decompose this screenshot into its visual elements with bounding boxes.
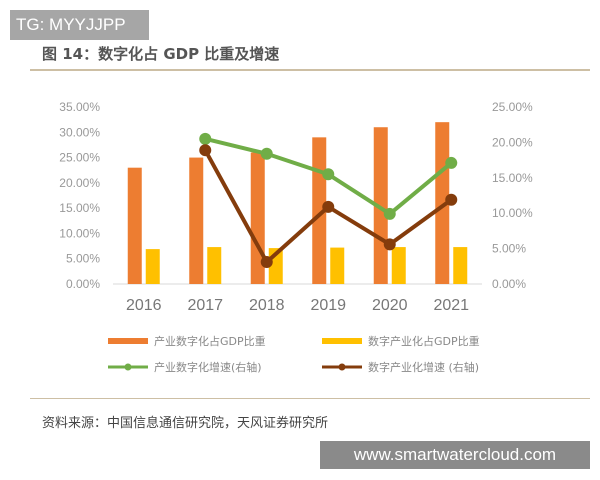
- left-axis-tick: 35.00%: [59, 100, 100, 114]
- line-point: [445, 156, 458, 169]
- watermark-bottom: www.smartwatercloud.com: [320, 441, 590, 469]
- source-note: 资料来源：中国信息通信研究院，天风证券研究所: [42, 416, 329, 431]
- line-point: [199, 132, 212, 145]
- source-divider: [30, 398, 590, 399]
- line-point: [260, 256, 273, 269]
- left-axis-tick: 25.00%: [59, 151, 100, 165]
- bar-digital-industrialization: [391, 247, 406, 284]
- legend-swatch: [108, 338, 148, 344]
- line-point: [199, 144, 212, 157]
- right-axis-tick: 5.00%: [492, 242, 526, 256]
- bar-digital-industrialization: [453, 247, 468, 284]
- line-point: [322, 168, 335, 181]
- x-axis-tick: 2016: [126, 297, 162, 314]
- left-axis-tick: 10.00%: [59, 226, 100, 240]
- line-point: [260, 147, 273, 160]
- left-axis-tick: 5.00%: [66, 252, 100, 266]
- left-axis-tick: 15.00%: [59, 201, 100, 215]
- bar-digital-industrialization: [330, 247, 345, 284]
- x-axis-tick: 2021: [433, 297, 469, 314]
- chart: 0.00% 5.00% 10.00% 15.00% 20.00% 25.00% 30.00%…: [59, 100, 533, 374]
- left-axis-tick: 0.00%: [66, 277, 100, 291]
- x-axis-tick: 2018: [249, 297, 285, 314]
- legend-label: 产业数字化占GDP比重: [154, 334, 266, 348]
- bar-digital-industrialization: [207, 247, 222, 284]
- bar-industrial-digitalization: [127, 167, 142, 284]
- left-axis-tick: 20.00%: [59, 176, 100, 190]
- watermark-top: TG: MYYJJPP: [10, 10, 149, 40]
- chart-title: 图 14：数字化占 GDP 比重及增速: [42, 45, 280, 63]
- right-axis-tick: 0.00%: [492, 277, 526, 291]
- x-axis-tick: 2019: [310, 297, 346, 314]
- legend-marker: [124, 363, 132, 371]
- line-point: [383, 207, 396, 220]
- right-axis-tick: 20.00%: [492, 135, 533, 149]
- left-axis-tick: 30.00%: [59, 125, 100, 139]
- legend-label: 数字产业化增速 (右轴): [368, 360, 479, 374]
- legend-swatch: [322, 338, 362, 344]
- line-point: [322, 200, 335, 213]
- title-divider: [30, 69, 590, 71]
- x-axis-tick: 2017: [187, 297, 223, 314]
- legend-marker: [338, 363, 346, 371]
- right-axis-tick: 25.00%: [492, 100, 533, 114]
- bar-industrial-digitalization: [189, 157, 204, 284]
- legend-label: 产业数字化增速(右轴): [154, 360, 262, 374]
- legend-label: 数字产业化占GDP比重: [368, 334, 480, 348]
- line-point: [383, 238, 396, 251]
- right-axis-tick: 10.00%: [492, 206, 533, 220]
- bar-digital-industrialization: [145, 249, 160, 284]
- x-axis-tick: 2020: [372, 297, 408, 314]
- line-point: [445, 193, 458, 206]
- right-axis-tick: 15.00%: [492, 171, 533, 185]
